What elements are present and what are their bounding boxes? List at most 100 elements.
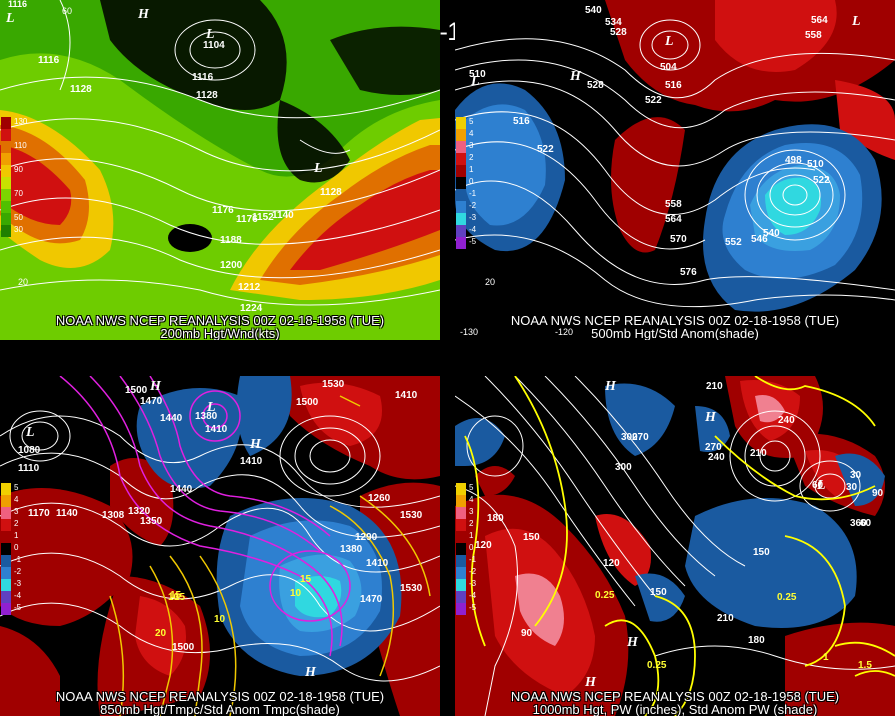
contour-label: 528 <box>610 27 627 38</box>
legend-swatch: 0 <box>456 543 473 555</box>
contour-label: 522 <box>813 175 830 186</box>
contour-label: 300 <box>615 462 632 473</box>
contour-label: 1080 <box>18 445 41 456</box>
high-pressure-label: H <box>249 437 262 452</box>
contour-label: 1200 <box>220 260 243 271</box>
contour-label: 150 <box>523 532 540 543</box>
high-pressure-label: H <box>304 665 317 680</box>
caption-line1: NOAA NWS NCEP REANALYSIS 00Z 02-18-1958 … <box>510 313 840 328</box>
legend-swatch: -2 <box>456 567 476 579</box>
low-pressure-label: L <box>5 11 15 26</box>
contour-label: 240 <box>708 452 725 463</box>
contour-label: 90 <box>872 488 884 499</box>
contour-label: 1110 <box>18 463 40 474</box>
legend-swatch <box>1 129 11 141</box>
contour-label: 564 <box>665 214 682 225</box>
high-pressure-label: H <box>569 69 582 84</box>
low-pressure-label: L <box>816 478 826 493</box>
contour-label: 1380 <box>340 544 363 555</box>
contour-label: 150 <box>650 587 667 598</box>
legend-swatch: -5 <box>456 603 476 615</box>
legend-swatch: 5 <box>456 117 473 129</box>
contour-label: 540 <box>585 5 602 16</box>
contour-label: 1128 <box>320 187 342 198</box>
contour-label: 1320 <box>128 506 151 517</box>
contour-label: 1128 <box>196 90 218 101</box>
legend-swatch: -5 <box>456 237 476 249</box>
contour-label: 1470 <box>360 594 383 605</box>
legend-swatch: 130 <box>1 117 27 129</box>
lon-label: 60 <box>62 6 72 16</box>
caption-line1: NOAA NWS NCEP REANALYSIS 00Z 02-18-1958 … <box>510 689 840 704</box>
legend-swatch: -4 <box>456 225 476 237</box>
contour-label: 570 <box>670 234 687 245</box>
map-1000mb: 210 240 300 270 270 240 210 180 120 150 … <box>455 376 895 716</box>
low-pressure-label: L <box>25 425 35 440</box>
contour-label: 1440 <box>170 484 193 495</box>
contour-label: 552 <box>725 237 742 248</box>
contour-label: 510 <box>469 69 486 80</box>
contour-label: 1260 <box>368 493 391 504</box>
contour-label: 300 <box>621 432 638 443</box>
high-pressure-label: H <box>584 675 597 690</box>
high-pressure-label: H <box>149 379 162 394</box>
pw-label: 0.25 <box>647 660 667 671</box>
contour-label: 180 <box>487 513 504 524</box>
contour-label: 1116 <box>8 0 27 9</box>
contour-label: 1500 <box>125 385 148 396</box>
panel-200mb: 1116 1116 1128 1128 1104 1176 1188 1200 … <box>0 0 440 340</box>
contour-label: 522 <box>645 95 662 106</box>
contour-label: 210 <box>706 381 723 392</box>
legend-swatch: -1 <box>456 189 476 201</box>
legend-swatch: 0 <box>456 177 473 189</box>
contour-label: 1128 <box>70 84 92 95</box>
color-legend: 5 4 3 2 1 0 -1 -2 -3 -4 -5 <box>456 483 476 615</box>
contour-label: 540 <box>763 228 780 239</box>
lon-label: -120 <box>555 327 573 337</box>
contour-label: 516 <box>513 116 530 127</box>
contour-label: 360 <box>850 518 867 529</box>
contour-label: 1380 <box>195 411 218 422</box>
contour-label: 528 <box>587 80 604 91</box>
contour-label: 1140 <box>272 210 294 221</box>
color-legend: 5 4 3 2 1 0 -1 -2 -3 -4 -5 <box>456 117 476 249</box>
legend-swatch: 5 <box>1 483 18 495</box>
legend-swatch: 30 <box>1 225 23 237</box>
contour-label: 60 <box>860 518 872 529</box>
legend-swatch: -4 <box>456 591 476 603</box>
contour-label: 576 <box>680 267 697 278</box>
legend-swatch: 1 <box>456 531 473 543</box>
caption-line2: 1000mb Hgt, PW (inches), Std Anom PW (sh… <box>532 702 818 716</box>
temp-label: 20 <box>155 628 167 639</box>
legend-swatch: 2 <box>1 519 18 531</box>
low-pressure-label: L <box>206 400 216 415</box>
map-200mb: 1116 1116 1128 1128 1104 1176 1188 1200 … <box>0 0 440 340</box>
contour-label: 1410 <box>205 424 228 435</box>
lon-label: -130 <box>460 327 478 337</box>
legend-swatch: 4 <box>456 495 473 507</box>
lat-label: 20 <box>18 277 28 287</box>
contour-label: 558 <box>665 199 682 210</box>
high-pressure-label: H <box>626 635 639 650</box>
temp-label: 15 <box>174 592 186 603</box>
contour-label: 1176 <box>212 205 234 216</box>
low-pressure-label: L <box>313 161 323 176</box>
legend-swatch: -5 <box>1 603 21 615</box>
legend-swatch: 3 <box>1 507 18 519</box>
caption-line2: 200mb Hgt/Wnd(kts) <box>160 326 280 340</box>
contour-label: 240 <box>778 415 795 426</box>
contour-label: 1440 <box>160 413 183 424</box>
temp-label: 15 <box>170 590 182 601</box>
contour-label: 270 <box>705 442 722 453</box>
contour-label: 1104 <box>203 40 225 51</box>
legend-swatch <box>1 177 11 189</box>
pw-label: 0.25 <box>595 590 615 601</box>
pw-label: 0.25 <box>777 592 797 603</box>
contour-label: 270 <box>632 432 649 443</box>
contour-label: 240 <box>788 376 805 379</box>
color-legend: 130 110 90 70 50 30 <box>1 117 27 237</box>
legend-swatch: 90 <box>1 165 23 177</box>
contour-label: 1140 <box>56 508 78 519</box>
pw-label: 1 <box>823 652 829 663</box>
map-500mb: 540 534 528 564 558 510 516 522 528 522 … <box>455 0 895 340</box>
